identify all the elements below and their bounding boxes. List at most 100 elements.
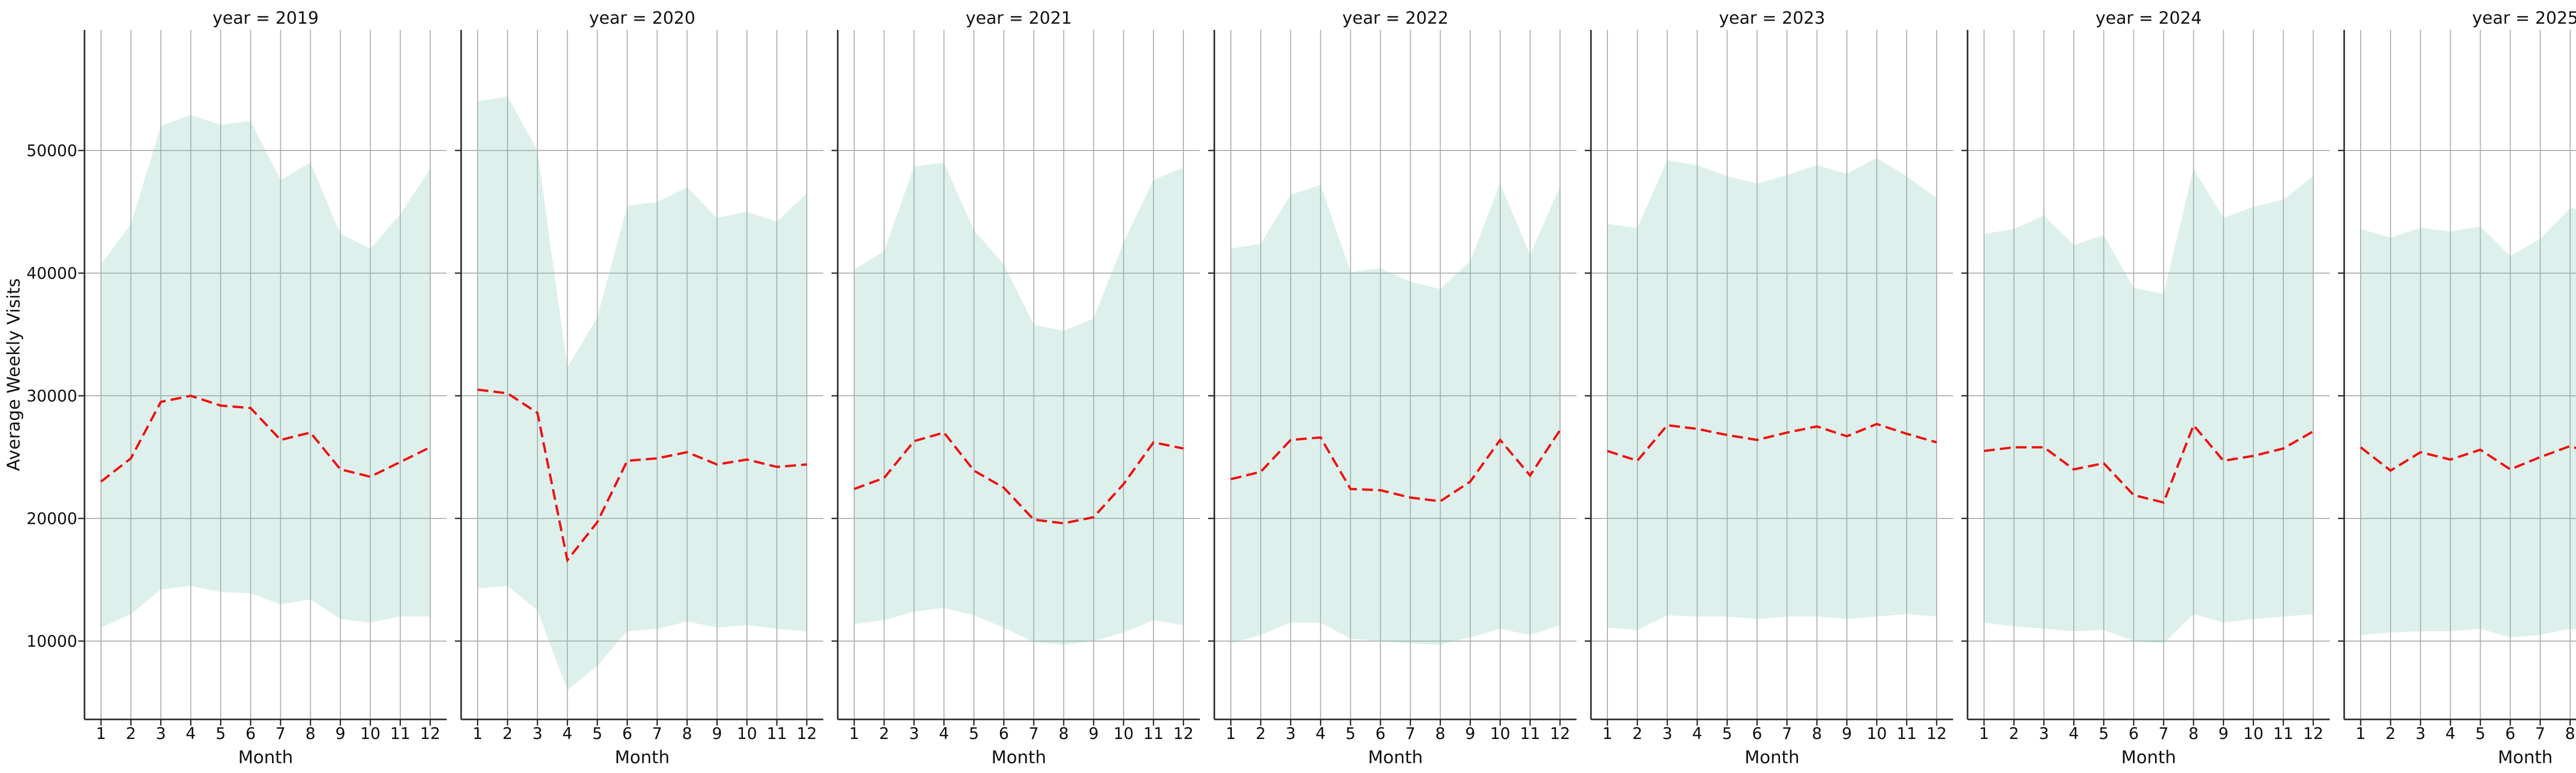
x-tick-label: 4 — [1315, 725, 1326, 743]
x-tick-label: 12 — [1926, 725, 1946, 743]
x-tick-label: 4 — [939, 725, 949, 743]
percentile-band — [478, 96, 807, 691]
x-tick-label: 11 — [2273, 725, 2293, 743]
x-tick-label: 1 — [1979, 725, 1989, 743]
x-tick-label: 6 — [622, 725, 633, 743]
x-axis-label: Month — [238, 747, 293, 768]
median-line — [1607, 423, 1937, 462]
x-tick-label: 7 — [652, 725, 663, 743]
x-tick-label: 10 — [2243, 725, 2263, 743]
x-tick-label: 8 — [1059, 725, 1069, 743]
facet-title: year = 2021 — [965, 8, 1072, 28]
median-line — [100, 394, 431, 483]
y-axis-label: Average Weekly Visits — [4, 278, 24, 471]
x-tick-label: 11 — [1143, 725, 1163, 743]
x-tick-label: 5 — [592, 725, 602, 743]
facet-title: year = 2020 — [589, 8, 695, 28]
x-tick-label: 8 — [2189, 725, 2199, 743]
x-tick-label: 4 — [185, 725, 196, 743]
x-tick-label: 8 — [1812, 725, 1822, 743]
x-tick-label: 5 — [1345, 725, 1355, 743]
x-tick-label: 2 — [126, 725, 136, 743]
x-tick-label: 12 — [2303, 725, 2323, 743]
x-tick-label: 6 — [999, 725, 1009, 743]
percentile-band — [1231, 183, 1560, 645]
x-tick-label: 12 — [420, 725, 440, 743]
y-tick-label: 50000 — [26, 142, 77, 160]
x-tick-label: 6 — [2129, 725, 2139, 743]
x-tick-label: 10 — [360, 725, 380, 743]
x-axis-label: Month — [1368, 747, 1423, 768]
x-tick-label: 7 — [1029, 725, 1039, 743]
x-tick-label: 4 — [2069, 725, 2079, 743]
x-tick-label: 8 — [1435, 725, 1446, 743]
x-tick-label: 3 — [1285, 725, 1296, 743]
x-tick-label: 10 — [737, 725, 757, 743]
x-tick-label: 6 — [246, 725, 256, 743]
x-tick-label: 4 — [1692, 725, 1702, 743]
x-tick-label: 5 — [2475, 725, 2485, 743]
x-axis-label: Month — [615, 747, 670, 768]
median-line — [854, 431, 1184, 525]
median-line — [1984, 423, 2314, 504]
x-tick-label: 3 — [156, 725, 166, 743]
x-tick-label: 12 — [1173, 725, 1193, 743]
x-tick-label: 2 — [2009, 725, 2019, 743]
x-tick-label: 3 — [2415, 725, 2426, 743]
x-tick-label: 6 — [1376, 725, 1386, 743]
x-tick-label: 9 — [335, 725, 346, 743]
x-tick-label: 4 — [2445, 725, 2455, 743]
x-tick-label: 9 — [1089, 725, 1099, 743]
x-tick-label: 1 — [849, 725, 859, 743]
x-tick-label: 4 — [562, 725, 572, 743]
x-axis-label: Month — [2121, 747, 2176, 768]
x-tick-label: 12 — [796, 725, 817, 743]
median-line — [1230, 429, 1561, 503]
x-tick-label: 10 — [1113, 725, 1133, 743]
y-tick-label: 20000 — [26, 510, 77, 528]
percentile-band — [2361, 208, 2576, 637]
x-tick-label: 9 — [1842, 725, 1852, 743]
x-tick-label: 2 — [879, 725, 889, 743]
x-axis-label: Month — [2498, 747, 2553, 768]
x-tick-label: 5 — [969, 725, 979, 743]
x-tick-label: 1 — [1226, 725, 1236, 743]
x-tick-label: 2 — [1632, 725, 1642, 743]
x-tick-label: 10 — [1490, 725, 1510, 743]
x-axis-label: Month — [991, 747, 1046, 768]
x-tick-label: 2 — [1256, 725, 1266, 743]
facet-title: year = 2025 — [2472, 8, 2576, 28]
x-tick-label: 11 — [767, 725, 787, 743]
x-tick-label: 8 — [2565, 725, 2575, 743]
x-tick-label: 7 — [1782, 725, 1792, 743]
x-tick-label: 1 — [96, 725, 106, 743]
x-tick-label: 10 — [1867, 725, 1887, 743]
facet-title: year = 2022 — [1342, 8, 1448, 28]
y-tick-label: 30000 — [26, 387, 77, 406]
x-tick-label: 7 — [2159, 725, 2169, 743]
x-tick-label: 3 — [532, 725, 543, 743]
x-tick-label: 3 — [1662, 725, 1672, 743]
x-tick-label: 8 — [306, 725, 316, 743]
x-tick-label: 1 — [472, 725, 483, 743]
percentile-band — [101, 114, 430, 628]
x-tick-label: 12 — [1550, 725, 1570, 743]
x-tick-label: 11 — [390, 725, 410, 743]
x-tick-label: 6 — [2505, 725, 2516, 743]
x-tick-label: 9 — [712, 725, 722, 743]
x-tick-label: 11 — [1896, 725, 1917, 743]
x-tick-label: 7 — [1405, 725, 1416, 743]
percentile-band — [1607, 158, 1937, 630]
x-tick-label: 7 — [2535, 725, 2546, 743]
x-tick-label: 1 — [2355, 725, 2366, 743]
x-tick-label: 6 — [1752, 725, 1762, 743]
y-tick-label: 10000 — [26, 632, 77, 651]
x-axis-label: Month — [1744, 747, 1800, 768]
x-tick-label: 9 — [1465, 725, 1476, 743]
y-tick-label: 40000 — [26, 264, 77, 283]
facet-title: year = 2023 — [1719, 8, 1825, 28]
percentile-band — [854, 162, 1183, 645]
x-tick-label: 3 — [2039, 725, 2049, 743]
